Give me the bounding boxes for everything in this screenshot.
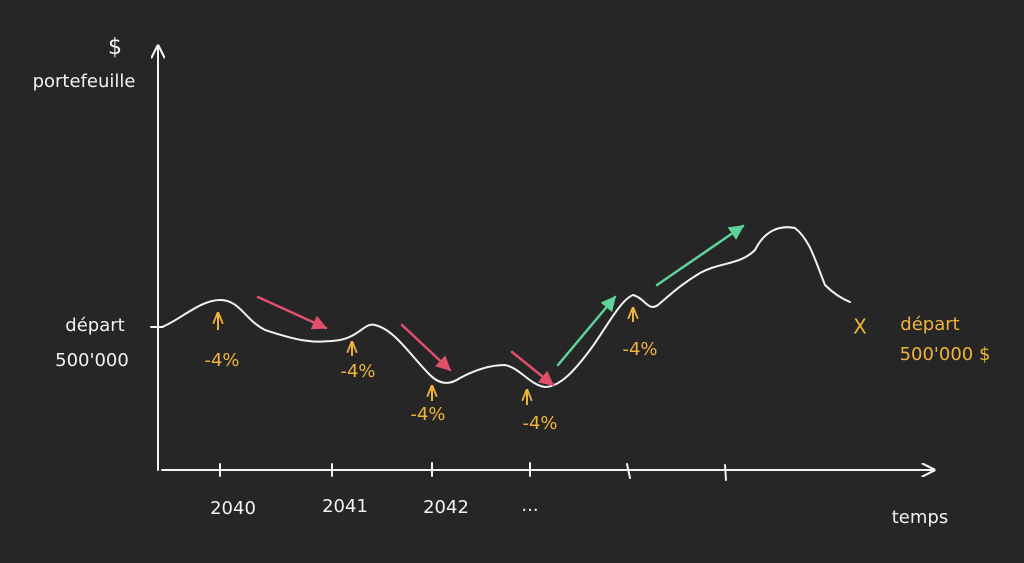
x-label: temps <box>892 507 948 528</box>
withdrawal-label: -4% <box>522 413 557 434</box>
withdrawal-label: -4% <box>410 404 445 425</box>
end-marker: X <box>853 315 867 339</box>
end-value: 500'000 $ <box>900 344 991 365</box>
x-tick-label: ... <box>521 495 538 516</box>
start-label: départ <box>65 315 124 336</box>
y-label: portefeuille <box>33 71 136 92</box>
x-tick-label: 2040 <box>210 498 256 519</box>
x-tick-label: 2042 <box>423 497 469 518</box>
y-symbol: $ <box>108 35 122 60</box>
start-value: 500'000 <box>55 350 129 371</box>
trend-arrows <box>256 224 745 387</box>
end-label: départ <box>900 314 959 335</box>
x-tick-label: 2041 <box>322 496 368 517</box>
withdrawal-label: -4% <box>622 339 657 360</box>
x-tick-marks <box>150 326 727 481</box>
withdrawal-label: -4% <box>340 361 375 382</box>
withdrawal-arrows <box>218 308 633 405</box>
withdrawal-label: -4% <box>204 350 239 371</box>
portfolio-curve <box>161 226 851 389</box>
